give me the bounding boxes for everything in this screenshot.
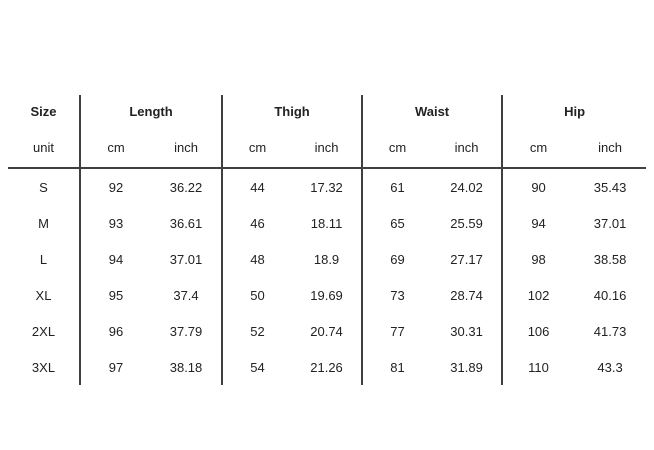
table-row-2xl: 2XL 96 37.79 52 20.74 77 30.31 106 41.73 xyxy=(8,313,646,349)
thigh-cm-cell: 44 xyxy=(250,179,265,195)
thigh-cm-cell: 52 xyxy=(250,323,265,339)
hip-inch-cell: 37.01 xyxy=(593,215,627,231)
length-cm-cell: 96 xyxy=(108,323,124,339)
size-column-header: Size xyxy=(8,95,81,128)
column-group-header-thigh: Thigh xyxy=(222,95,364,128)
column-group-header-length: Length xyxy=(80,95,224,128)
unit-cm-label: cm xyxy=(362,128,433,169)
length-inch-cell: 37.01 xyxy=(151,241,224,277)
column-group-header-waist: Waist xyxy=(362,95,504,128)
size-cell: S xyxy=(8,168,81,205)
thigh-cm-cell: 46 xyxy=(250,215,265,231)
waist-cm-cell: 77 xyxy=(390,323,405,339)
size-cell: M xyxy=(8,205,81,241)
unit-row-label: unit xyxy=(8,128,81,169)
thigh-inch-cell: 21.26 xyxy=(292,349,364,385)
waist-cm-cell: 73 xyxy=(390,287,405,303)
table-row-3xl: 3XL 97 38.18 54 21.26 81 31.89 110 43.3 xyxy=(8,349,646,385)
length-cm-cell: 92 xyxy=(108,179,124,195)
unit-inch-label: inch xyxy=(292,128,364,169)
unit-inch-label: inch xyxy=(574,128,647,169)
thigh-inch-cell: 17.32 xyxy=(292,168,364,205)
hip-cm-cell: 90 xyxy=(531,179,546,195)
waist-inch-cell: 28.74 xyxy=(432,277,504,313)
thigh-cm-cell: 50 xyxy=(250,287,265,303)
thigh-cm-cell: 54 xyxy=(250,359,265,375)
size-chart-table: Size Length Thigh Waist Hip unit cm inch… xyxy=(8,95,647,385)
size-cell: L xyxy=(8,241,81,277)
waist-cm-cell: 81 xyxy=(390,359,405,375)
thigh-cm-cell: 48 xyxy=(250,251,265,267)
unit-inch-label: inch xyxy=(151,128,224,169)
length-inch-cell: 37.4 xyxy=(151,277,224,313)
hip-inch-cell: 35.43 xyxy=(593,179,627,195)
table-header: Size Length Thigh Waist Hip unit cm inch… xyxy=(8,95,647,169)
hip-cm-cell: 98 xyxy=(531,251,546,267)
hip-cm-cell: 106 xyxy=(527,323,550,339)
size-cell: XL xyxy=(8,277,81,313)
length-cm-cell: 97 xyxy=(108,359,124,375)
length-cm-cell: 93 xyxy=(108,215,124,231)
table-row-m: M 93 36.61 46 18.11 65 25.59 94 37.01 xyxy=(8,205,646,241)
hip-inch-cell: 43.3 xyxy=(597,359,623,375)
unit-inch-label: inch xyxy=(432,128,504,169)
hip-inch-cell: 40.16 xyxy=(593,287,627,303)
thigh-inch-cell: 19.69 xyxy=(292,277,364,313)
hip-inch-cell: 41.73 xyxy=(593,323,627,339)
hip-inch-cell: 38.58 xyxy=(593,251,627,267)
length-cm-cell: 95 xyxy=(108,287,124,303)
thigh-inch-cell: 20.74 xyxy=(292,313,364,349)
hip-cm-cell: 110 xyxy=(528,359,549,375)
waist-inch-cell: 25.59 xyxy=(432,205,504,241)
length-inch-cell: 36.22 xyxy=(151,168,224,205)
table-row-s: S 92 36.22 44 17.32 61 24.02 90 35.43 xyxy=(8,168,646,205)
waist-inch-cell: 24.02 xyxy=(432,168,504,205)
hip-cm-cell: 102 xyxy=(527,287,550,303)
thigh-inch-cell: 18.9 xyxy=(292,241,364,277)
length-inch-cell: 37.79 xyxy=(151,313,224,349)
waist-inch-cell: 31.89 xyxy=(432,349,504,385)
waist-cm-cell: 69 xyxy=(390,251,405,267)
hip-cm-cell: 94 xyxy=(531,215,546,231)
waist-inch-cell: 30.31 xyxy=(432,313,504,349)
thigh-inch-cell: 18.11 xyxy=(292,205,364,241)
header-unit-row: unit cm inch cm inch cm inch cm inch xyxy=(8,128,647,169)
table-row-xl: XL 95 37.4 50 19.69 73 28.74 102 40.16 xyxy=(8,277,646,313)
length-inch-cell: 36.61 xyxy=(151,205,224,241)
table-row-l: L 94 37.01 48 18.9 69 27.17 98 38.58 xyxy=(8,241,646,277)
size-cell: 2XL xyxy=(8,313,81,349)
table-body: S 92 36.22 44 17.32 61 24.02 90 35.43 M … xyxy=(8,168,646,385)
column-group-header-hip: Hip xyxy=(564,104,586,119)
waist-inch-cell: 27.17 xyxy=(432,241,504,277)
unit-cm-label: cm xyxy=(80,128,151,169)
header-group-row: Size Length Thigh Waist Hip xyxy=(8,95,646,128)
unit-cm-label: cm xyxy=(502,128,575,169)
waist-cm-cell: 65 xyxy=(390,215,405,231)
size-cell: 3XL xyxy=(8,349,81,385)
unit-cm-label: cm xyxy=(222,128,293,169)
waist-cm-cell: 61 xyxy=(390,179,405,195)
length-inch-cell: 38.18 xyxy=(151,349,224,385)
length-cm-cell: 94 xyxy=(108,251,124,267)
